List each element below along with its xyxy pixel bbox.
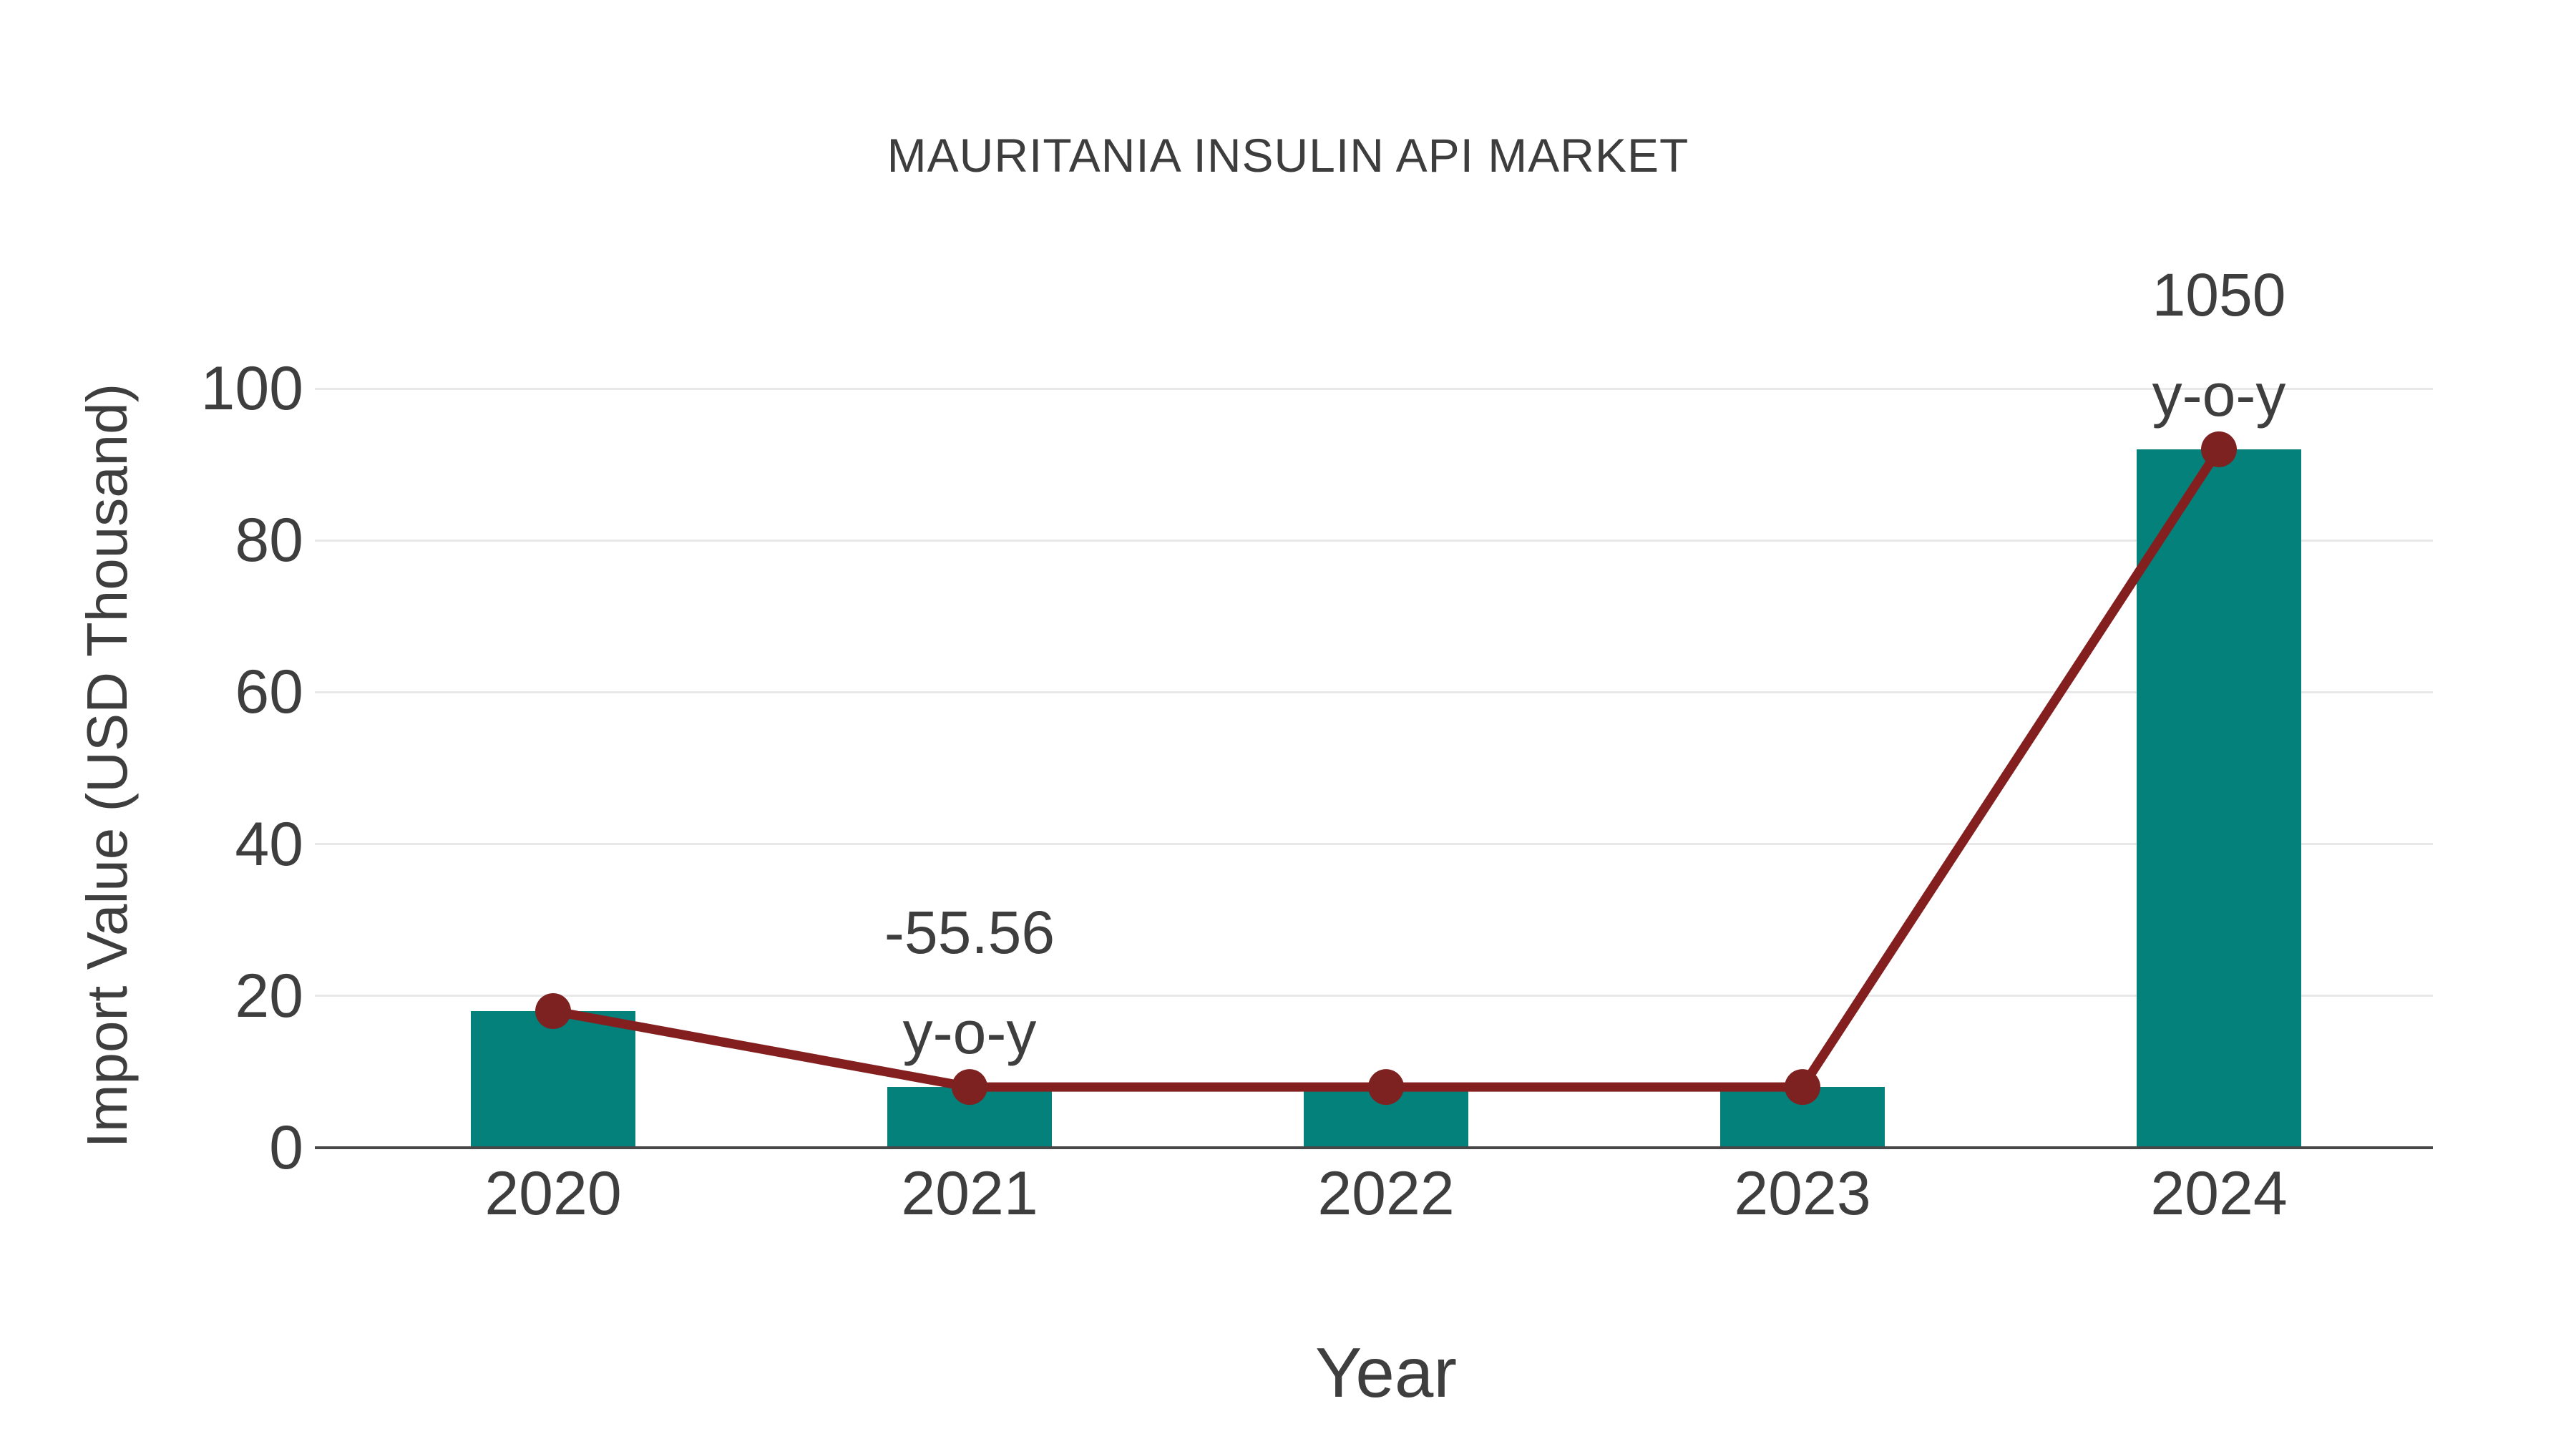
y-tick-label-60: 60	[235, 658, 303, 727]
y-tick-label-0: 0	[269, 1113, 303, 1182]
annotation-line: y-o-y	[902, 999, 1037, 1067]
bar-2020	[471, 1011, 635, 1148]
annotation-2021: -55.56 y-o-y	[884, 882, 1055, 1083]
x-tick-label-2020: 2020	[484, 1159, 622, 1228]
annotation-2024: 1050 y-o-y	[2152, 245, 2286, 445]
gridline-y-20	[315, 995, 2433, 997]
x-tick-label-2023: 2023	[1734, 1159, 1871, 1228]
annotation-line: -55.56	[884, 899, 1055, 967]
annotation-line: y-o-y	[2152, 361, 2286, 429]
chart-title: MAURITANIA INSULIN API MARKET	[887, 129, 1689, 182]
y-axis-title: Import Value (USD Thousand)	[75, 383, 139, 1148]
gridline-y-100	[315, 387, 2433, 390]
y-tick-label-40: 40	[235, 809, 303, 879]
bar-2024	[2137, 449, 2301, 1148]
y-tick-label-100: 100	[200, 354, 304, 423]
annotation-line: 1050	[2152, 260, 2286, 328]
gridline-y-80	[315, 539, 2433, 542]
bar-2022	[1304, 1087, 1468, 1148]
x-tick-label-2021: 2021	[901, 1159, 1038, 1228]
y-tick-label-20: 20	[235, 961, 303, 1030]
y-tick-label-80: 80	[235, 506, 303, 575]
bar-2021	[887, 1087, 1052, 1148]
x-tick-label-2022: 2022	[1317, 1159, 1455, 1228]
bar-2023	[1720, 1087, 1885, 1148]
gridline-y-60	[315, 691, 2433, 693]
x-tick-label-2024: 2024	[2150, 1159, 2288, 1228]
x-axis-line	[315, 1146, 2433, 1149]
x-axis-title: Year	[1314, 1333, 1458, 1412]
gridline-y-40	[315, 843, 2433, 846]
trend-line	[548, 444, 2224, 1092]
